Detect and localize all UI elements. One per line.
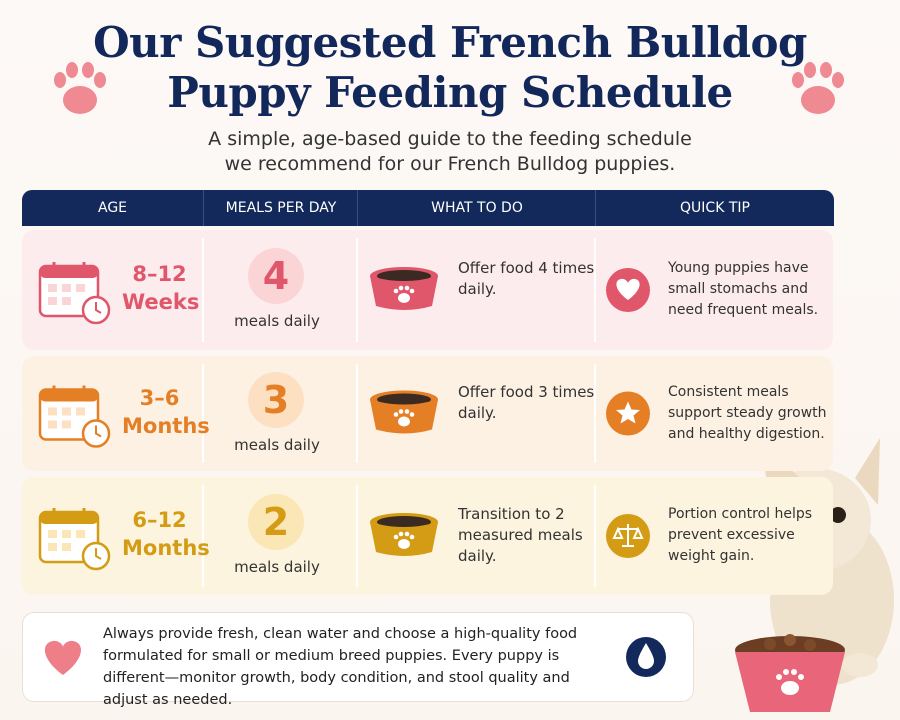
what-to-do: Offer food 4 times daily. — [458, 259, 595, 298]
column-header: MEALS PER DAY — [203, 190, 358, 226]
table-row: 6–12 Months 2 meals daily Transition to … — [22, 477, 833, 595]
age-unit: Weeks — [122, 290, 200, 314]
column-header: QUICK TIP — [595, 190, 834, 226]
quick-tip: Young puppies have small stomachs and ne… — [668, 260, 819, 318]
title-line: Our Suggested French Bulldog — [93, 18, 807, 67]
age-range: 6–12 — [132, 508, 187, 532]
column-header: WHAT TO DO — [357, 190, 596, 226]
table-row: 3–6 Months 3 meals daily Offer food 3 ti… — [22, 356, 833, 471]
meals-label: meals daily — [234, 558, 320, 576]
what-to-do: Offer food 3 times daily. — [458, 382, 595, 422]
footer-icons — [44, 637, 666, 677]
footer-note: Always provide fresh, clean water and ch… — [103, 626, 578, 708]
paw-left — [54, 62, 106, 114]
meals-count: 3 — [248, 371, 304, 428]
age-unit: Months — [122, 413, 210, 438]
subtitle-line: A simple, age-based guide to the feeding… — [208, 128, 692, 150]
row-icons — [38, 485, 650, 587]
meals-count: 2 — [248, 494, 304, 550]
quick-tip: Portion control helps prevent excessive … — [668, 506, 813, 564]
what-to-do: Transition to 2 measured meals daily. — [458, 505, 583, 565]
age-range: 8–12 — [132, 262, 187, 286]
age-range: 3–6 — [139, 385, 180, 410]
quick-tip: Consistent meals support steady growth a… — [668, 383, 827, 442]
table-row: 8–12 Weeks 4 meals daily Offer food 4 ti… — [22, 230, 833, 350]
meals-count: 4 — [248, 248, 304, 304]
food-bowl — [735, 634, 845, 712]
paw-right — [792, 62, 844, 114]
row-icons — [38, 364, 650, 463]
subtitle-line: we recommend for our French Bulldog pupp… — [224, 153, 676, 175]
footer-box: Always provide fresh, clean water and ch… — [22, 612, 694, 708]
age-unit: Months — [122, 536, 210, 560]
column-header: AGE — [22, 190, 203, 226]
title-line: Puppy Feeding Schedule — [167, 68, 733, 117]
meals-label: meals daily — [234, 435, 320, 454]
meals-label: meals daily — [234, 312, 320, 330]
row-icons — [38, 238, 650, 342]
